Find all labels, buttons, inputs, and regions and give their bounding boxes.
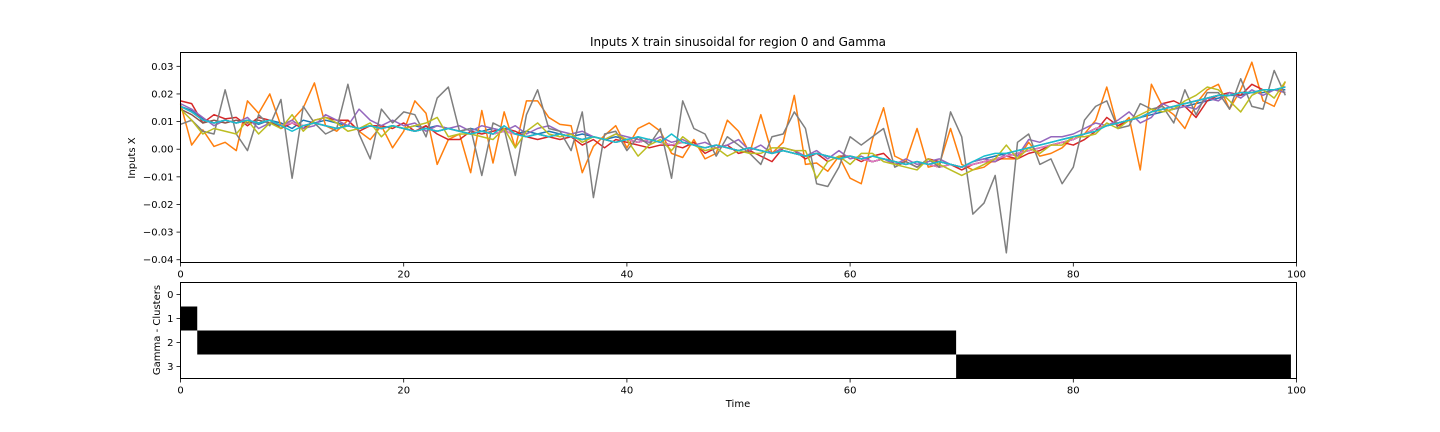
y-tick-label: 1 [167,314,173,325]
cluster-cells [180,306,1291,379]
y-axis-label: Gamma - Clusters [152,285,163,375]
y-tick-label: 0 [167,290,173,301]
cluster-2-segment [197,330,957,355]
series-line-5 [180,89,1286,168]
plot-frame [180,282,1297,379]
y-tick-label: −0.04 [143,255,174,266]
cluster-3-segment [956,354,1291,379]
cluster-1-segment [180,306,198,331]
y-tick-label: −0.03 [143,228,174,239]
x-tick-label: 0 [177,386,183,397]
y-tick-label: 0.01 [151,117,173,128]
x-tick-label: 60 [844,386,857,397]
y-axis-label: Inputs X [127,137,138,178]
plot-frame [180,52,1297,263]
x-tick-label: 20 [397,386,410,397]
x-tick-label: 40 [621,386,634,397]
y-tick-label: 0.00 [151,145,173,156]
y-tick-label: 2 [167,338,173,349]
x-tick-label: 40 [621,270,634,281]
y-tick-label: 3 [167,362,173,373]
y-tick-label: −0.02 [143,200,174,211]
x-axis-label: Time [725,399,750,410]
y-tick-label: −0.01 [143,172,174,183]
chart-title: Inputs X train sinusoidal for region 0 a… [590,35,886,49]
y-tick-label: 0.03 [151,62,173,73]
x-tick-label: 60 [844,270,857,281]
series-line-10 [180,86,1286,168]
axis-ticks: 0 20 40 60 80 100 0 1 2 3 [167,290,1306,397]
series-line-8 [180,69,1287,254]
x-tick-label: 80 [1067,270,1080,281]
gamma-clusters-heatmap: Gamma - Clusters Time 0 20 40 60 80 100 0 1 2 3 [152,282,1306,410]
x-tick-label: 80 [1067,386,1080,397]
axis-ticks: 0 20 40 60 80 100 0.03 0.02 0.01 0.00 −0.01 −0.02 −0… [143,62,1306,281]
y-tick-label: 0.02 [151,89,173,100]
series-group [179,61,1287,254]
x-tick-label: 100 [1287,270,1306,281]
x-tick-label: 0 [177,270,183,281]
x-tick-label: 20 [397,270,410,281]
x-tick-label: 100 [1287,386,1306,397]
inputs-line-chart: Inputs X train sinusoidal for region 0 a… [127,35,1306,281]
